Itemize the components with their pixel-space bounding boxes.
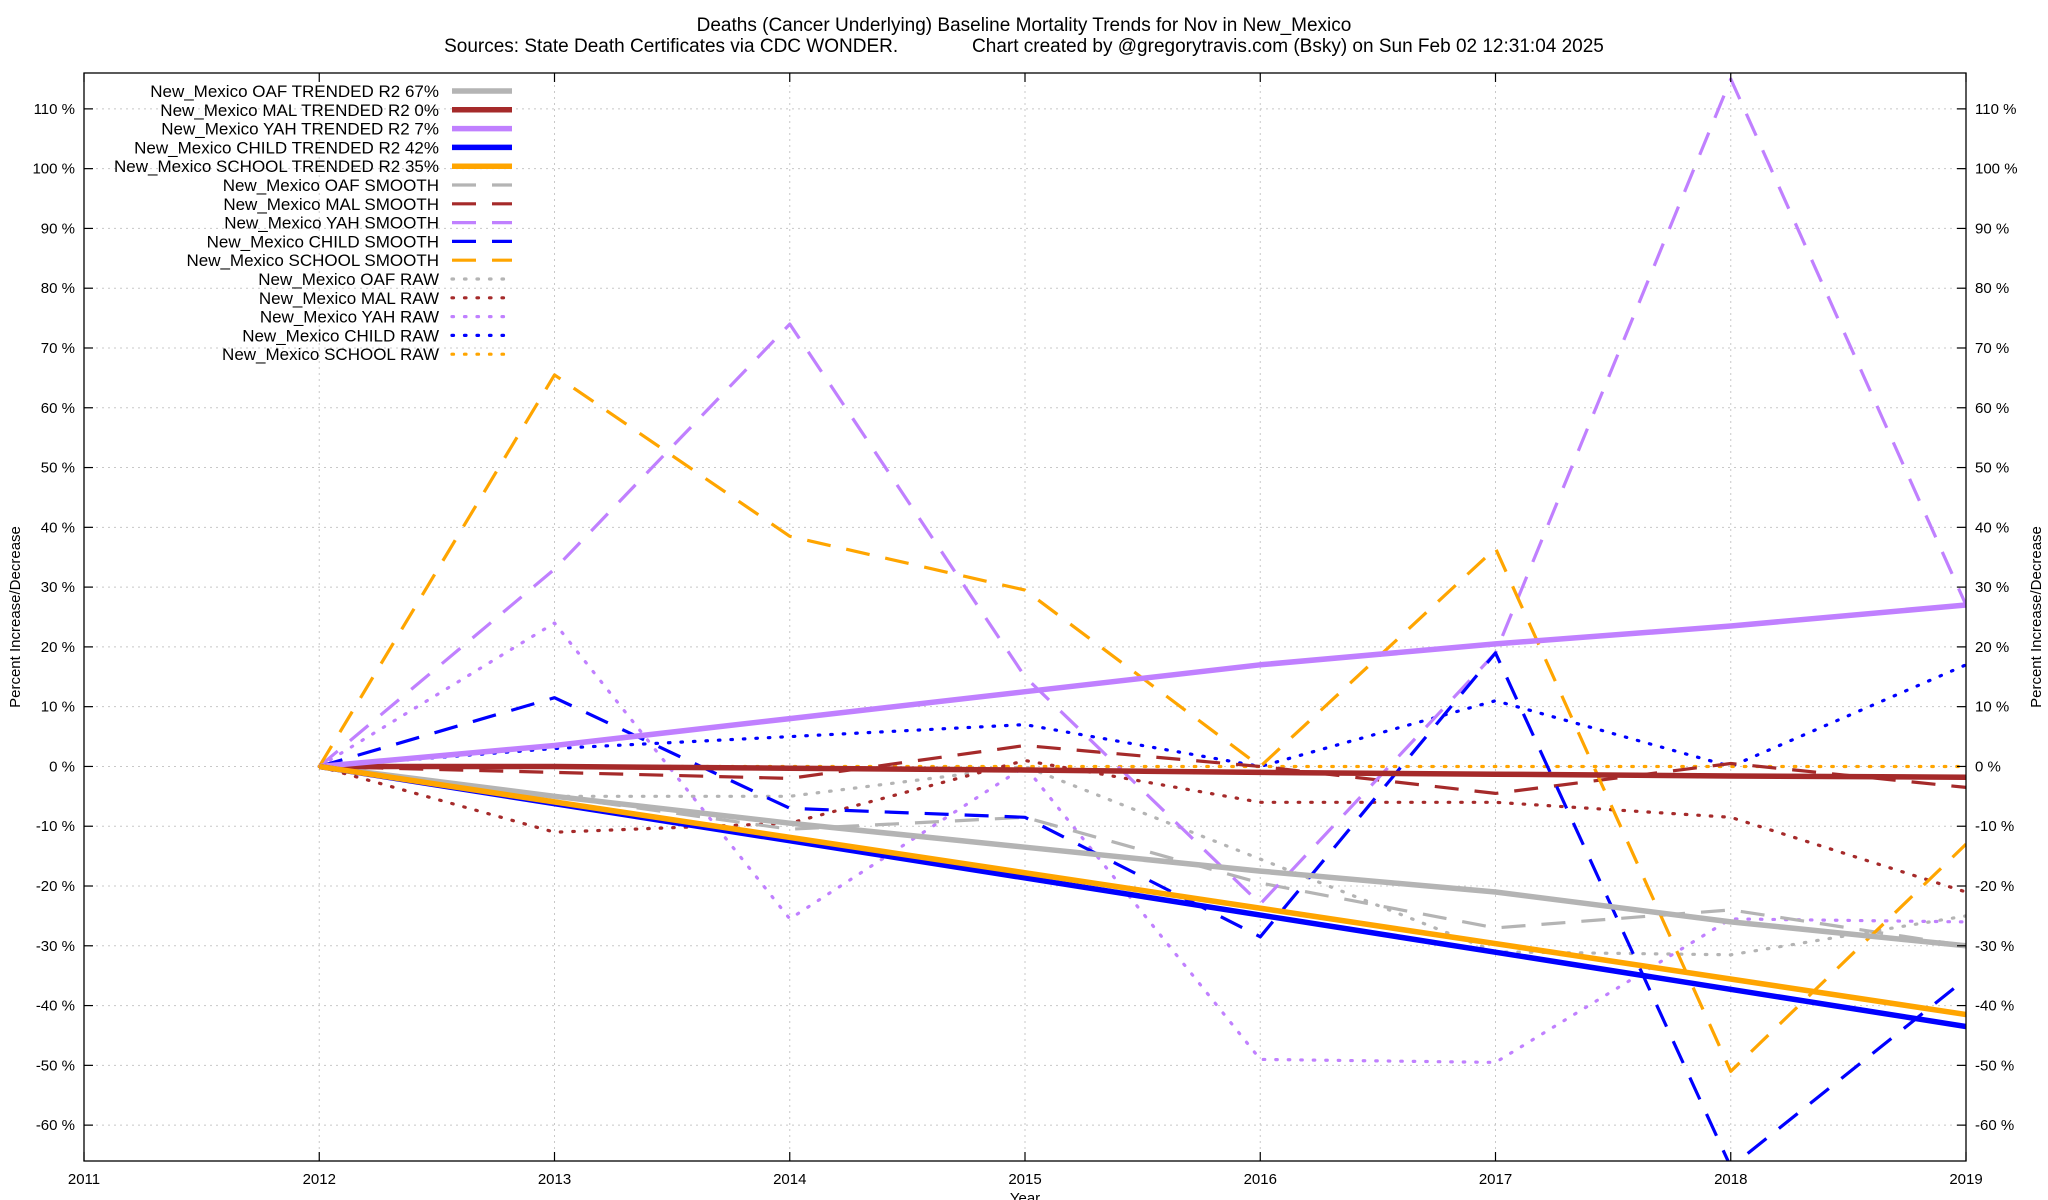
y2-tick-label: 30 %: [1975, 579, 2009, 596]
series-line-new-mexico-mal-raw: [317, 758, 1966, 894]
y-tick-label: 90 %: [41, 220, 75, 237]
y2-tick-label: 100 %: [1975, 161, 2018, 178]
y-tick-label: -60 %: [36, 1117, 75, 1134]
y-tick-label: -40 %: [36, 998, 75, 1015]
legend-entry-label: New_Mexico YAH SMOOTH: [224, 214, 439, 233]
y2-tick-label: -60 %: [1975, 1117, 2014, 1134]
y-tick-label: -50 %: [36, 1057, 75, 1074]
y-tick-label: -10 %: [36, 818, 75, 835]
series-line-new-mexico-yah-trended: [319, 602, 1966, 770]
y2-tick-label: 60 %: [1975, 400, 2009, 417]
series-line-new-mexico-school-smooth: [317, 373, 1966, 1073]
legend-entry-label: New_Mexico CHILD SMOOTH: [207, 232, 439, 251]
y-tick-label: -30 %: [36, 938, 75, 955]
legend-entry-label: New_Mexico MAL TRENDED R2 0%: [160, 101, 439, 120]
legend: New_Mexico OAF TRENDED R2 67%New_Mexico …: [114, 82, 514, 364]
y-tick-label: 110 %: [34, 101, 75, 118]
y-tick-label: 50 %: [41, 460, 75, 477]
legend-entry-label: New_Mexico MAL RAW: [259, 289, 439, 308]
x-tick-label: 2017: [1479, 1171, 1512, 1188]
y-axis-label: Percent Increase/Decrease: [7, 526, 24, 708]
legend-entry-label: New_Mexico SCHOOL RAW: [222, 345, 439, 364]
chart-title: Deaths (Cancer Underlying) Baseline Mort…: [697, 15, 1352, 36]
series-line-new-mexico-yah-raw: [317, 621, 1966, 1065]
x-tick-label: 2012: [303, 1171, 336, 1188]
series-line-new-mexico-oaf-raw: [317, 764, 1966, 957]
y-tick-label: 20 %: [41, 639, 75, 656]
x-axis-label: Year: [1010, 1190, 1040, 1200]
y2-tick-label: 80 %: [1975, 280, 2009, 297]
y2-tick-label: 0 %: [1975, 758, 2001, 775]
chart-subtitle: Sources: State Death Certificates via CD…: [444, 36, 1604, 57]
series-line-new-mexico-child-smooth: [318, 651, 1966, 1161]
y-tick-label: 10 %: [41, 699, 75, 716]
legend-entry-label: New_Mexico OAF RAW: [258, 270, 439, 289]
y2-tick-label: -10 %: [1975, 818, 2014, 835]
legend-entry-label: New_Mexico SCHOOL SMOOTH: [186, 251, 439, 270]
x-tick-label: 2015: [1008, 1171, 1041, 1188]
y-tick-label: 60 %: [41, 400, 75, 417]
y2-tick-label: 20 %: [1975, 639, 2009, 656]
y2-tick-label: -40 %: [1975, 998, 2014, 1015]
axis-ticks: 110 % 110 % 100 % 100 % 90 % 90 % 80 % 80 % 70 %…: [32, 73, 2018, 1188]
y2-tick-label: -50 %: [1975, 1057, 2014, 1074]
legend-entry-label: New_Mexico CHILD RAW: [242, 326, 439, 345]
series-line-new-mexico-oaf-trended: [318, 763, 1966, 949]
legend-entry-label: New_Mexico OAF TRENDED R2 67%: [150, 82, 439, 101]
series-line-new-mexico-mal-smooth: [319, 743, 1966, 796]
y-tick-label: 0 %: [49, 758, 75, 775]
y-tick-label: 30 %: [41, 579, 75, 596]
legend-entry-label: New_Mexico YAH RAW: [260, 308, 439, 327]
y-tick-label: 100 %: [32, 161, 75, 178]
series-line-new-mexico-school-trended: [318, 763, 1966, 1018]
x-tick-label: 2011: [68, 1171, 100, 1188]
legend-entry-label: New_Mexico MAL SMOOTH: [223, 195, 439, 214]
y2-tick-label: 70 %: [1975, 340, 2009, 357]
legend-entry-label: New_Mexico SCHOOL TRENDED R2 35%: [114, 157, 439, 176]
y-tick-label: 70 %: [41, 340, 75, 357]
series-layer: [317, 77, 1966, 1161]
x-tick-label: 2018: [1714, 1171, 1747, 1188]
y-tick-label: 40 %: [41, 519, 75, 536]
legend-entry-label: New_Mexico OAF SMOOTH: [223, 176, 439, 195]
y2-tick-label: 50 %: [1975, 460, 2009, 477]
y-tick-label: -20 %: [36, 878, 75, 895]
y2-tick-label: -20 %: [1975, 878, 2014, 895]
y2-axis-label: Percent Increase/Decrease: [2028, 526, 2045, 708]
series-line-new-mexico-child-raw: [317, 663, 1966, 769]
x-tick-label: 2014: [773, 1171, 806, 1188]
y2-tick-label: 10 %: [1975, 699, 2009, 716]
series-line-new-mexico-yah-smooth: [318, 77, 1966, 906]
x-tick-label: 2016: [1244, 1171, 1277, 1188]
x-tick-label: 2013: [538, 1171, 571, 1188]
series-line-new-mexico-mal-trended: [319, 763, 1966, 780]
legend-entry-label: New_Mexico YAH TRENDED R2 7%: [161, 120, 439, 139]
x-tick-label: 2019: [1949, 1171, 1982, 1188]
y2-tick-label: 40 %: [1975, 519, 2009, 536]
y2-tick-label: 90 %: [1975, 220, 2009, 237]
legend-entry-label: New_Mexico CHILD TRENDED R2 42%: [134, 138, 439, 157]
y2-tick-label: 110 %: [1975, 101, 2016, 118]
y2-tick-label: -30 %: [1975, 938, 2014, 955]
y-tick-label: 80 %: [41, 280, 75, 297]
